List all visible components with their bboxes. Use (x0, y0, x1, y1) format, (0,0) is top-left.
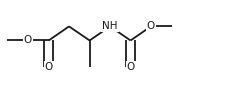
Text: O: O (126, 62, 135, 72)
Text: O: O (23, 35, 32, 45)
Text: O: O (147, 21, 155, 31)
Text: NH: NH (102, 21, 118, 31)
Text: O: O (44, 62, 53, 72)
